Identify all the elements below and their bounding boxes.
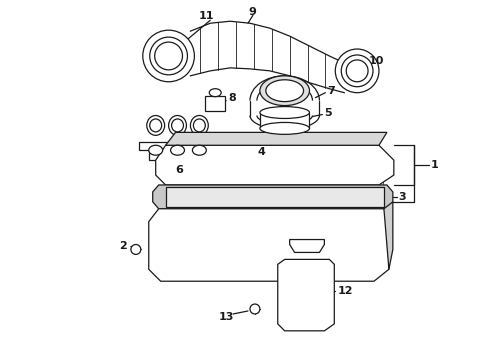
- Ellipse shape: [131, 244, 141, 255]
- Text: 5: 5: [324, 108, 332, 117]
- Polygon shape: [149, 209, 389, 281]
- Text: 10: 10: [369, 56, 385, 66]
- Text: 1: 1: [431, 160, 439, 170]
- Ellipse shape: [191, 116, 208, 135]
- Ellipse shape: [147, 116, 165, 135]
- Polygon shape: [156, 145, 394, 185]
- Ellipse shape: [250, 304, 260, 314]
- Text: 9: 9: [248, 7, 256, 17]
- Text: 4: 4: [258, 147, 266, 157]
- Polygon shape: [290, 239, 324, 252]
- Polygon shape: [139, 142, 215, 150]
- Ellipse shape: [193, 145, 206, 155]
- Ellipse shape: [149, 145, 163, 155]
- Ellipse shape: [266, 80, 303, 102]
- Polygon shape: [278, 260, 334, 331]
- Ellipse shape: [209, 89, 221, 96]
- Ellipse shape: [169, 116, 187, 135]
- Polygon shape: [166, 187, 384, 207]
- Text: 8: 8: [228, 93, 236, 103]
- Text: 2: 2: [119, 242, 127, 252]
- Ellipse shape: [260, 122, 310, 134]
- Polygon shape: [153, 185, 393, 209]
- Polygon shape: [166, 132, 387, 145]
- Ellipse shape: [172, 119, 183, 132]
- Ellipse shape: [150, 119, 162, 132]
- Ellipse shape: [335, 49, 379, 93]
- Text: 13: 13: [218, 312, 234, 322]
- Ellipse shape: [150, 37, 188, 75]
- Ellipse shape: [256, 134, 264, 142]
- Text: 12: 12: [337, 286, 353, 296]
- Polygon shape: [149, 150, 205, 160]
- Ellipse shape: [143, 30, 195, 82]
- Text: 7: 7: [327, 86, 335, 96]
- Text: 11: 11: [198, 11, 214, 21]
- Polygon shape: [384, 202, 393, 269]
- Ellipse shape: [194, 119, 205, 132]
- Ellipse shape: [260, 107, 310, 118]
- Polygon shape: [205, 96, 225, 111]
- Ellipse shape: [260, 76, 310, 105]
- Polygon shape: [260, 113, 310, 129]
- Text: 6: 6: [175, 165, 183, 175]
- Text: 3: 3: [399, 192, 406, 202]
- Ellipse shape: [341, 55, 373, 87]
- Ellipse shape: [171, 145, 184, 155]
